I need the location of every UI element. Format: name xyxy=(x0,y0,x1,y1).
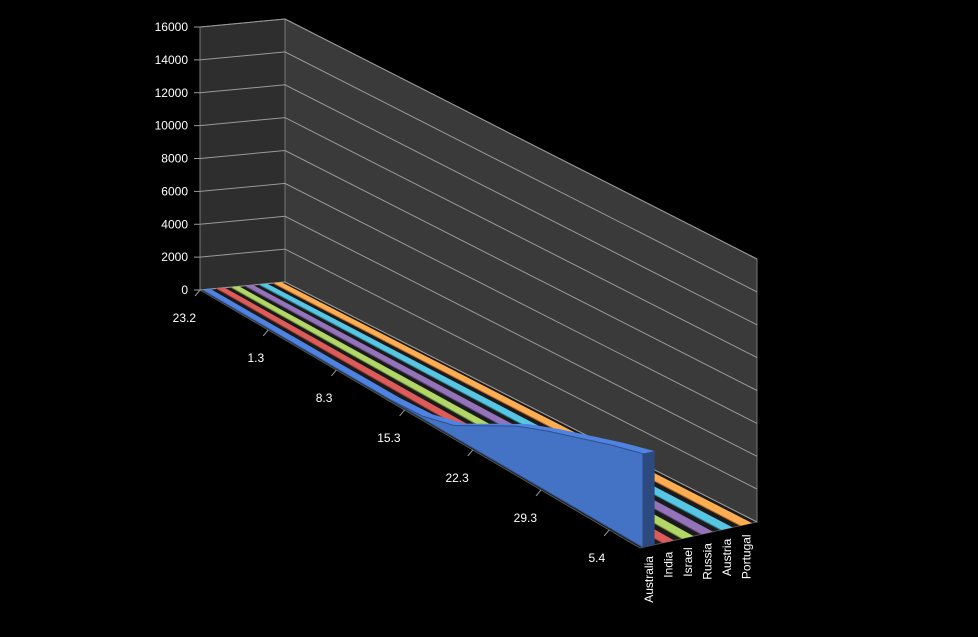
gridlines xyxy=(194,18,758,523)
y-tick-label: 8000 xyxy=(161,152,188,166)
gridline xyxy=(199,149,758,391)
gridline xyxy=(199,117,758,359)
gridline xyxy=(199,182,758,424)
depth-label: Israel xyxy=(681,547,695,576)
gridline xyxy=(199,215,758,457)
x-tick-mark xyxy=(467,449,474,457)
gridline xyxy=(199,84,758,326)
x-tick-label: 8.3 xyxy=(316,391,333,405)
x-tick-label: 5.4 xyxy=(589,551,606,565)
x-tick-label: 29.3 xyxy=(514,511,538,525)
y-tick-label: 14000 xyxy=(155,53,189,67)
x-tick-mark xyxy=(331,369,337,377)
y-tick-label: 6000 xyxy=(161,184,188,198)
gridline xyxy=(199,248,758,490)
x-tick-mark xyxy=(603,529,610,537)
x-tick-mark xyxy=(535,489,542,497)
y-tick-label: 16000 xyxy=(155,20,189,34)
depth-label: Austria xyxy=(720,538,734,576)
y-tick-label: 0 xyxy=(181,283,188,297)
x-tick-label: 22.3 xyxy=(445,471,469,485)
x-tick-mark xyxy=(194,289,201,297)
x-tick-mark xyxy=(262,329,269,337)
series-endcap-australia xyxy=(642,451,655,548)
depth-label: India xyxy=(661,551,675,577)
y-tick-label: 2000 xyxy=(161,250,188,264)
x-tick-label: 23.2 xyxy=(173,311,197,325)
y-tick-label: 10000 xyxy=(155,119,189,133)
y-tick-label: 4000 xyxy=(161,217,188,231)
depth-label: Russia xyxy=(700,543,714,580)
gridline xyxy=(199,51,758,293)
series-group xyxy=(201,282,753,549)
x-tick-label: 15.3 xyxy=(377,431,401,445)
x-tick-label: 1.3 xyxy=(248,351,265,365)
y-tick-label: 12000 xyxy=(155,86,189,100)
gridline xyxy=(199,18,758,260)
x-tick-mark xyxy=(399,409,405,417)
depth-label: Australia xyxy=(642,556,656,603)
depth-label: Portugal xyxy=(739,534,753,579)
